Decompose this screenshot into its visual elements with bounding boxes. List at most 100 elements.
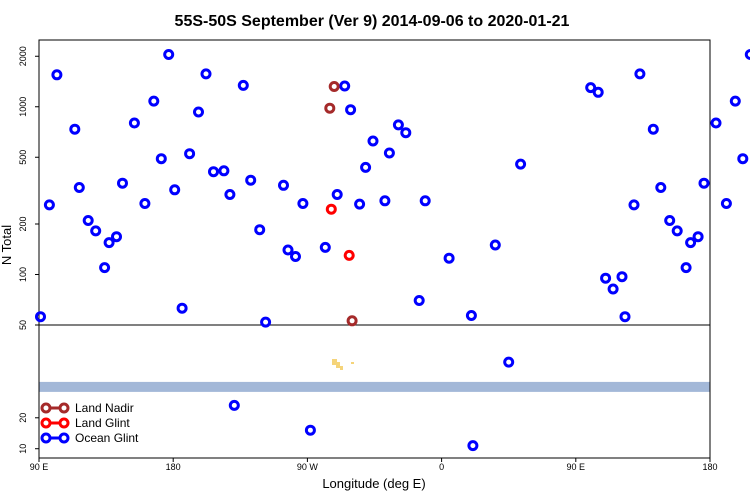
- data-point: [117, 177, 128, 189]
- upper-panel-frame: [38, 39, 711, 326]
- chart-title: 55S-50S September (Ver 9) 2014-09-06 to …: [175, 13, 570, 30]
- data-point: [607, 283, 619, 295]
- data-point: [467, 440, 479, 452]
- data-point: [729, 95, 741, 107]
- data-point: [282, 244, 294, 256]
- data-point: [319, 241, 331, 253]
- data-point: [200, 68, 212, 80]
- data-point: [698, 177, 710, 189]
- x-tick-label: 180: [702, 462, 717, 472]
- data-point: [193, 106, 204, 118]
- x-axis-label: Longitude (deg E): [322, 476, 425, 491]
- x-tick-label: 90 E: [567, 462, 586, 472]
- data-point: [515, 158, 527, 170]
- data-point: [720, 198, 732, 209]
- data-point: [297, 198, 309, 209]
- data-point: [744, 49, 750, 60]
- data-point: [328, 81, 340, 92]
- data-point: [163, 49, 175, 60]
- data-point: [413, 295, 425, 306]
- data-point: [354, 198, 366, 210]
- data-point: [51, 69, 63, 81]
- data-point: [324, 102, 336, 114]
- data-point: [367, 135, 379, 147]
- data-point: [245, 174, 257, 186]
- legend-marker: [40, 402, 52, 414]
- legend-marker: [40, 417, 52, 429]
- data-point: [304, 424, 316, 436]
- legend-marker: [40, 432, 52, 444]
- data-point: [254, 224, 266, 236]
- data-point: [111, 231, 122, 243]
- data-point: [664, 215, 676, 226]
- data-point: [503, 356, 515, 368]
- data-point: [90, 225, 102, 237]
- data-point: [139, 198, 151, 209]
- data-point: [489, 239, 501, 251]
- data-point: [685, 237, 697, 249]
- data-point: [128, 117, 140, 129]
- data-point: [103, 237, 115, 249]
- x-axis-ticks: 90 E 180 90 W 0 90 E 180: [30, 458, 718, 472]
- x-tick-label: 0: [439, 462, 444, 472]
- data-point: [99, 262, 111, 274]
- y-tick-label: 20: [18, 413, 28, 423]
- y-tick-label: 10: [18, 444, 28, 454]
- data-point: [69, 123, 81, 135]
- data-point: [228, 399, 240, 411]
- data-point: [290, 251, 301, 262]
- data-point: [208, 166, 219, 178]
- data-point: [218, 165, 230, 177]
- land-band: [39, 381, 710, 392]
- x-tick-label: 180: [166, 462, 181, 472]
- x-tick-label: 90 E: [30, 462, 49, 472]
- data-point: [35, 311, 46, 323]
- data-point: [360, 161, 372, 173]
- x-tick-label: 90 W: [297, 462, 319, 472]
- land-pixels: [332, 359, 354, 370]
- data-point: [325, 203, 337, 215]
- data-point: [616, 271, 628, 283]
- data-point: [169, 184, 181, 196]
- y-tick-label: 500: [18, 150, 28, 165]
- lower-panel-frame: [38, 324, 711, 459]
- data-point: [647, 123, 659, 135]
- data-point: [671, 225, 683, 237]
- data-point: [737, 153, 749, 165]
- data-point: [600, 272, 612, 284]
- data-point: [343, 249, 355, 261]
- y-tick-label: 200: [18, 216, 28, 231]
- data-point: [634, 68, 646, 80]
- data-point: [655, 182, 667, 193]
- y-axis-ticks: 50 100 200 500 1000 2000 10 20: [18, 46, 39, 454]
- data-point: [619, 311, 631, 323]
- y-tick-label: 50: [18, 320, 28, 330]
- y-tick-label: 2000: [18, 46, 28, 66]
- data-point: [278, 179, 289, 191]
- data-point: [585, 82, 597, 94]
- legend-label: Land Glint: [75, 416, 130, 430]
- legend-marker: [58, 417, 70, 429]
- data-point: [383, 147, 395, 159]
- data-point: [331, 189, 343, 200]
- data-point: [710, 117, 722, 129]
- data-point: [176, 302, 188, 314]
- data-point: [628, 199, 640, 211]
- data-point: [73, 182, 85, 193]
- legend-label: Land Nadir: [75, 401, 134, 415]
- data-points: [35, 49, 750, 452]
- data-point: [379, 195, 391, 207]
- data-point: [419, 195, 431, 207]
- data-point: [339, 80, 351, 92]
- y-tick-label: 1000: [18, 97, 28, 117]
- y-axis-label: N Total: [0, 225, 14, 265]
- data-point: [260, 316, 272, 328]
- data-point: [400, 127, 412, 139]
- data-point: [592, 86, 604, 98]
- data-point: [148, 95, 160, 107]
- data-point: [184, 148, 196, 160]
- data-point: [392, 119, 404, 131]
- legend-marker: [58, 432, 70, 444]
